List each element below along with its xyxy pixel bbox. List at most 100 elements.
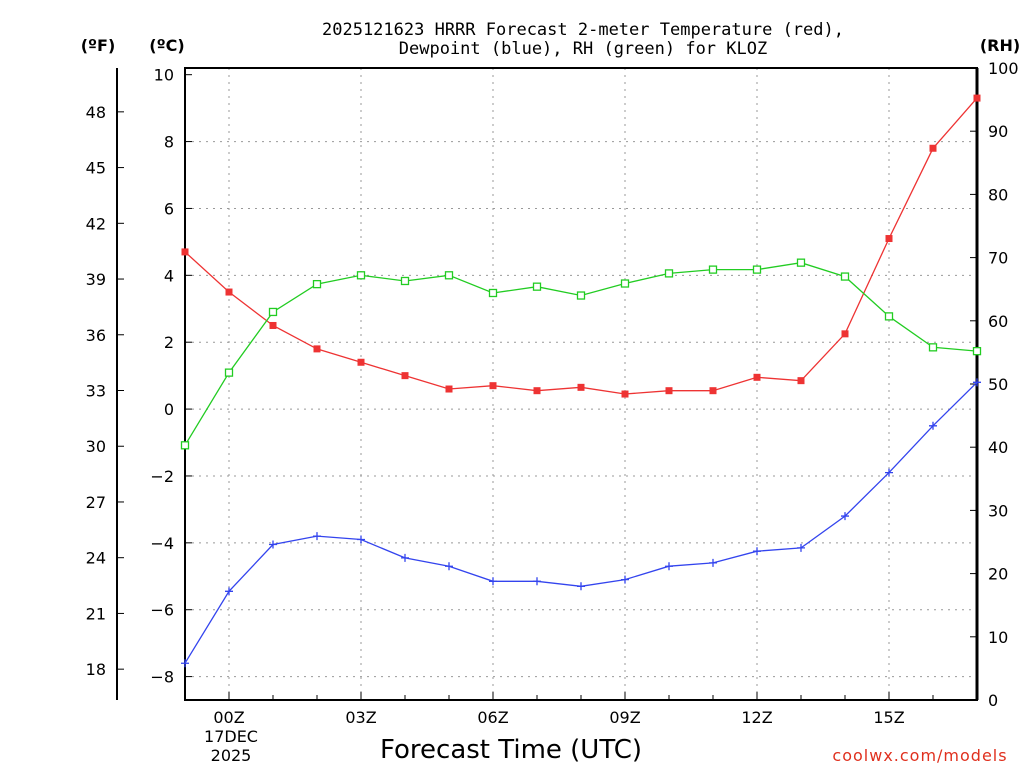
rh-tick-label: 30: [988, 501, 1008, 520]
fahrenheit-tick-label: 45: [86, 159, 106, 178]
chart-title-line-2: Dewpoint (blue), RH (green) for KLOZ: [399, 39, 767, 59]
celsius-tick-label: −2: [150, 467, 174, 486]
data-point: [664, 269, 674, 278]
data-point: [180, 441, 190, 450]
series-dewpoint: [181, 378, 981, 668]
data-point: [533, 577, 541, 586]
data-point: [973, 94, 981, 102]
data-point: [752, 265, 762, 274]
credit-text: coolwx.com/models: [832, 746, 1007, 765]
celsius-tick-label: 6: [164, 199, 174, 218]
data-point: [709, 558, 717, 567]
celsius-tick-label: −4: [150, 534, 174, 553]
celsius-unit-label: (ºC): [149, 36, 184, 55]
fahrenheit-tick-label: 30: [86, 437, 106, 456]
fahrenheit-tick-label: 36: [86, 326, 106, 345]
rh-tick-label: 40: [988, 438, 1008, 457]
data-point: [225, 587, 233, 596]
data-point: [797, 377, 805, 385]
fahrenheit-unit-label: (ºF): [81, 36, 116, 55]
data-point: [356, 271, 366, 280]
celsius-tick-label: −8: [150, 668, 174, 687]
rh-tick-label: 20: [988, 565, 1008, 584]
data-point: [181, 248, 189, 256]
data-point: [489, 382, 497, 390]
data-point: [665, 387, 673, 395]
rh-tick-label: 100: [988, 59, 1019, 78]
data-point: [313, 345, 321, 353]
data-point: [444, 271, 454, 280]
data-point: [400, 276, 410, 286]
data-point: [312, 279, 322, 289]
series-temperature: [181, 94, 981, 398]
data-point: [269, 321, 277, 329]
data-point: [840, 272, 850, 281]
series-line: [184, 97, 978, 395]
fahrenheit-tick-label: 39: [86, 270, 106, 289]
data-point: [577, 383, 585, 391]
celsius-tick-label: 8: [164, 133, 174, 152]
time-tick-label: 03Z: [345, 708, 376, 727]
time-tick-label: 06Z: [477, 708, 508, 727]
rh-unit-label: (RH): [980, 36, 1020, 55]
date-label-day: 17DEC: [204, 727, 258, 746]
data-point: [885, 235, 893, 243]
data-point: [357, 358, 365, 366]
series-line: [184, 381, 978, 664]
data-point: [708, 265, 718, 274]
rh-tick-label: 70: [988, 249, 1008, 268]
celsius-tick-label: 2: [164, 333, 174, 352]
fahrenheit-tick-label: 24: [86, 549, 106, 568]
data-point: [972, 346, 982, 356]
data-point: [929, 421, 937, 430]
data-point: [533, 387, 541, 395]
data-point: [621, 390, 629, 398]
data-point: [225, 288, 233, 296]
fahrenheit-tick-label: 33: [86, 382, 106, 401]
data-point: [489, 577, 497, 586]
data-point: [357, 535, 365, 544]
fahrenheit-tick-label: 21: [86, 604, 106, 623]
data-point: [841, 512, 849, 521]
fahrenheit-ticks: 18 21 24 27 30 33 36 39 42 45 48: [86, 103, 124, 679]
rh-tick-label: 60: [988, 312, 1008, 331]
date-label-year: 2025: [211, 746, 252, 765]
data-point: [796, 258, 806, 267]
time-tick-label: 00Z: [213, 708, 244, 727]
data-point: [929, 144, 937, 152]
data-point: [973, 378, 981, 387]
rh-ticks: 0 10 20 30 40 50 60 70 80 90 100: [970, 59, 1019, 710]
rh-tick-label: 0: [988, 691, 998, 710]
data-point: [797, 543, 805, 552]
data-series: [180, 94, 982, 668]
data-point: [181, 659, 189, 668]
time-tick-label: 15Z: [873, 708, 904, 727]
rh-tick-label: 50: [988, 375, 1008, 394]
fahrenheit-tick-label: 18: [86, 660, 106, 679]
data-point: [576, 291, 586, 300]
data-point: [884, 312, 894, 321]
fahrenheit-tick-label: 42: [86, 214, 106, 233]
celsius-tick-label: 4: [164, 266, 174, 285]
data-point: [620, 279, 630, 288]
celsius-tick-label: 10: [154, 66, 174, 85]
data-point: [224, 368, 234, 377]
time-ticks: 00Z 03Z 06Z 09Z 12Z 15Z: [213, 692, 934, 727]
rh-tick-label: 90: [988, 122, 1008, 141]
data-point: [665, 562, 673, 571]
data-point: [621, 575, 629, 584]
data-point: [928, 343, 938, 352]
celsius-tick-label: 0: [164, 400, 174, 419]
series-relative-humidity: [180, 258, 982, 450]
data-point: [401, 553, 409, 562]
data-point: [532, 282, 542, 291]
rh-tick-label: 10: [988, 628, 1008, 647]
x-axis-title: Forecast Time (UTC): [380, 735, 642, 765]
data-point: [753, 373, 761, 381]
data-point: [709, 387, 717, 395]
time-tick-label: 12Z: [741, 708, 772, 727]
data-point: [313, 532, 321, 541]
fahrenheit-tick-label: 48: [86, 103, 106, 122]
data-point: [488, 288, 498, 298]
